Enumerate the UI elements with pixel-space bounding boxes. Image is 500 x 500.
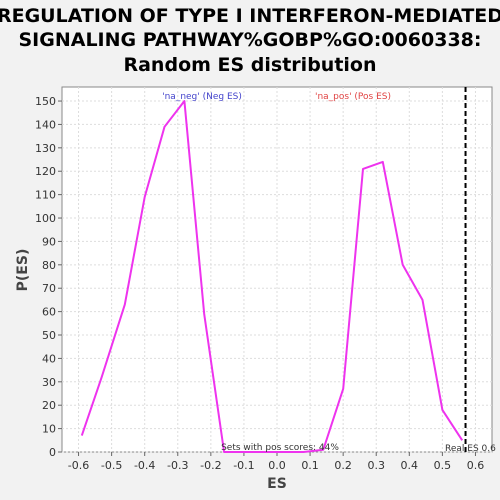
x-tick-label: 0.4 xyxy=(401,459,419,472)
y-tick-label: 110 xyxy=(35,189,56,202)
pos-es-label: 'na_pos' (Pos ES) xyxy=(315,92,391,102)
es-distribution-line xyxy=(80,100,464,453)
y-tick-label: 140 xyxy=(35,118,56,131)
y-tick-label: 130 xyxy=(35,142,56,155)
x-tick-label: -0.2 xyxy=(200,459,221,472)
x-axis-label: ES xyxy=(267,476,287,492)
series-lines xyxy=(80,100,464,453)
y-tick-label: 40 xyxy=(42,352,56,365)
y-tick-label: 120 xyxy=(35,165,56,178)
chart-title-line-3: Random ES distribution xyxy=(123,54,376,76)
y-tick-label: 70 xyxy=(42,282,56,295)
x-tick-label: 0.5 xyxy=(434,459,452,472)
y-tick-label: 150 xyxy=(35,95,56,108)
y-tick-label: 60 xyxy=(42,306,56,319)
grid-lines xyxy=(62,87,492,453)
x-tick-label: -0.5 xyxy=(101,459,122,472)
x-tick-label: 0.3 xyxy=(367,459,385,472)
x-tick-label: 0.6 xyxy=(467,459,485,472)
real-es-text: Real ES 0.6 xyxy=(445,444,496,454)
plot-area xyxy=(61,86,493,453)
pos-scores-text: Sets with pos scores: 44% xyxy=(221,443,339,453)
axes: 0 10 20 30 40 50 60 70 80 90 100 110 120 130 140 150 -0.… xyxy=(35,95,484,472)
y-tick-label: 100 xyxy=(35,212,56,225)
chart-title-line-1: REGULATION OF TYPE I INTERFERON-MEDIATED xyxy=(0,5,500,27)
x-tick-label: -0.4 xyxy=(134,459,155,472)
annotations: 'na_neg' (Neg ES) 'na_pos' (Pos ES) Sets… xyxy=(162,87,496,454)
y-tick-label: 50 xyxy=(42,329,56,342)
x-tick-label: -0.6 xyxy=(68,459,89,472)
chart-title-line-2: SIGNALING PATHWAY%GOBP%GO:0060338: xyxy=(19,29,482,51)
x-tick-label: 0.2 xyxy=(334,459,352,472)
y-tick-label: 30 xyxy=(42,376,56,389)
y-tick-label: 0 xyxy=(49,446,56,459)
y-tick-label: 80 xyxy=(42,259,56,272)
y-tick-label: 10 xyxy=(42,423,56,436)
x-tick-label: -0.3 xyxy=(167,459,188,472)
x-tick-label: 0.1 xyxy=(301,459,319,472)
y-tick-label: 20 xyxy=(42,399,56,412)
x-tick-label: -0.1 xyxy=(233,459,254,472)
y-tick-label: 90 xyxy=(42,235,56,248)
y-axis-label: P(ES) xyxy=(15,249,31,292)
x-tick-label: 0.0 xyxy=(268,459,286,472)
neg-es-label: 'na_neg' (Neg ES) xyxy=(162,92,242,102)
